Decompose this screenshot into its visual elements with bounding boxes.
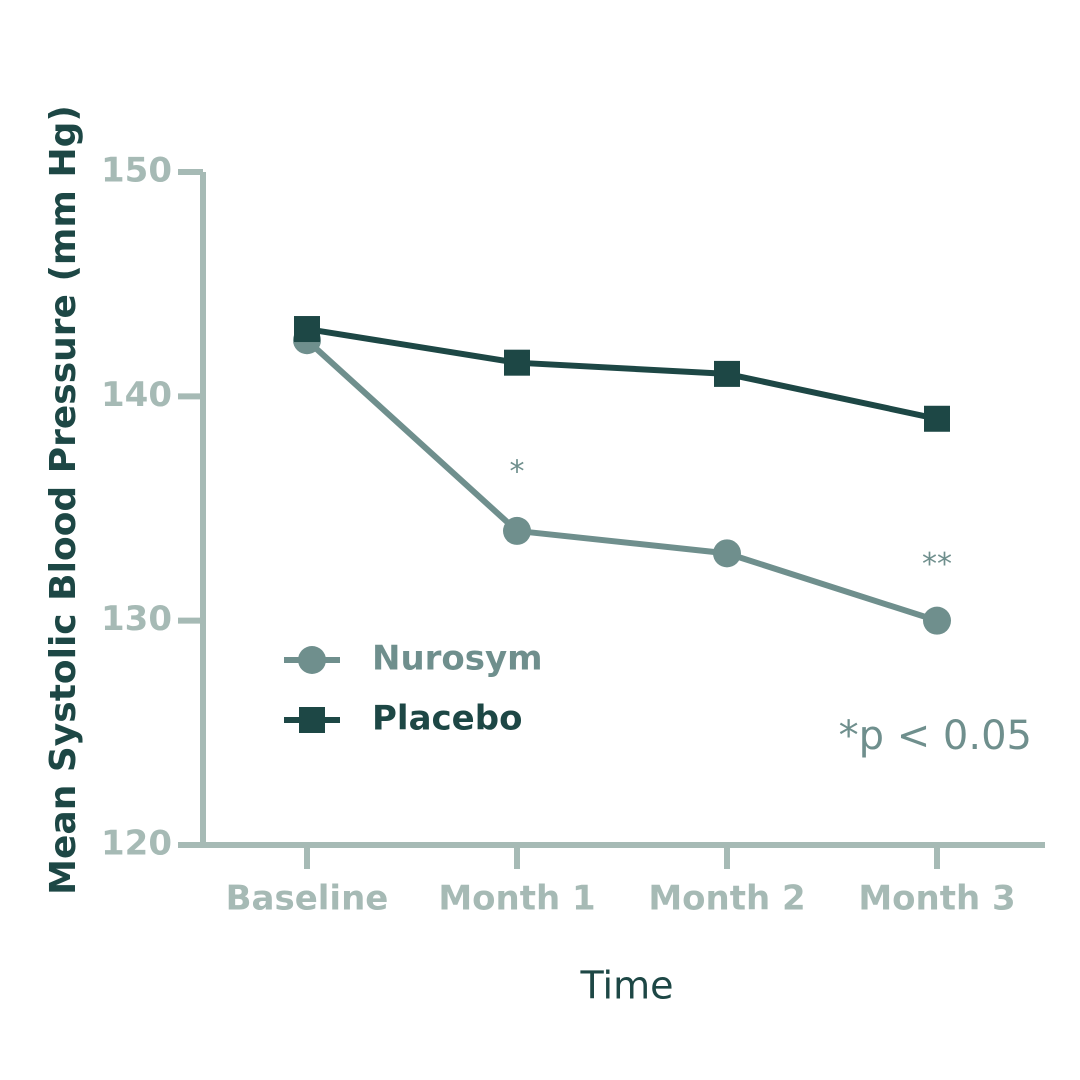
y-tick-label: 120 [101,824,172,864]
y-tick-label: 130 [101,599,172,639]
series-line [306,326,938,422]
point [503,516,531,545]
point [713,539,741,568]
legend-label: Placebo [372,699,522,739]
point [923,606,951,635]
point [924,405,950,432]
x-tick-label: Month 3 [858,879,1015,919]
legend-marker [299,707,325,733]
annotation: *p < 0.05 [839,713,1032,759]
annotation: ** [922,547,952,582]
point [504,349,530,376]
point [294,316,320,343]
legend-marker [298,646,326,674]
y-tick-label: 150 [101,151,172,191]
y-tick-label: 140 [101,375,172,415]
x-axis-title: Time [580,964,674,1008]
series-line [304,338,938,624]
annotation: * [510,454,525,489]
y-axis-title: Mean Systolic Blood Pressure (mm Hg) [43,105,84,895]
x-tick-label: Month 1 [438,879,595,919]
point [714,360,740,387]
x-tick-label: Month 2 [648,879,805,919]
x-tick-label: Baseline [226,879,389,919]
legend-label: Nurosym [372,639,543,679]
